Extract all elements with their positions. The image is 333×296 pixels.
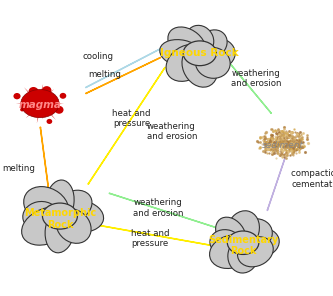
Text: weathering
and erosion: weathering and erosion: [147, 122, 197, 141]
Text: Metamorphic
Rock: Metamorphic Rock: [24, 208, 96, 230]
Polygon shape: [45, 89, 54, 97]
Ellipse shape: [55, 200, 104, 232]
Polygon shape: [37, 88, 39, 96]
Polygon shape: [49, 102, 64, 104]
Text: magma: magma: [19, 100, 61, 110]
Ellipse shape: [228, 238, 258, 273]
Text: Igneous Rock: Igneous Rock: [161, 48, 239, 58]
Ellipse shape: [183, 41, 216, 66]
Polygon shape: [40, 84, 43, 95]
Circle shape: [47, 119, 52, 124]
Ellipse shape: [195, 47, 230, 78]
Ellipse shape: [209, 235, 252, 268]
Ellipse shape: [242, 228, 279, 257]
Polygon shape: [24, 87, 34, 98]
Text: sediment: sediment: [262, 141, 304, 149]
Ellipse shape: [186, 25, 214, 54]
Ellipse shape: [198, 30, 227, 58]
Text: heat and
pressure: heat and pressure: [131, 229, 169, 248]
Ellipse shape: [24, 186, 69, 226]
Text: Sedimentary
Rock: Sedimentary Rock: [208, 235, 278, 256]
Ellipse shape: [23, 202, 59, 231]
Ellipse shape: [55, 190, 92, 222]
Ellipse shape: [160, 40, 203, 67]
Text: cooling: cooling: [83, 52, 114, 61]
Ellipse shape: [56, 209, 91, 243]
Circle shape: [13, 93, 21, 99]
Ellipse shape: [182, 46, 218, 87]
Text: weathering
and erosion: weathering and erosion: [133, 198, 183, 218]
Circle shape: [42, 86, 51, 94]
Ellipse shape: [215, 217, 246, 250]
Ellipse shape: [21, 89, 59, 118]
Ellipse shape: [168, 27, 206, 60]
Polygon shape: [26, 110, 35, 118]
Polygon shape: [47, 94, 56, 99]
Ellipse shape: [166, 44, 207, 81]
Polygon shape: [49, 105, 54, 107]
Polygon shape: [48, 100, 50, 101]
Ellipse shape: [238, 219, 272, 249]
Ellipse shape: [46, 180, 74, 224]
Circle shape: [32, 114, 36, 117]
Text: heat and
pressure: heat and pressure: [112, 109, 151, 128]
Polygon shape: [35, 94, 36, 96]
Ellipse shape: [237, 237, 273, 267]
Circle shape: [55, 106, 64, 114]
Ellipse shape: [227, 211, 259, 249]
Polygon shape: [16, 104, 31, 105]
Ellipse shape: [42, 203, 77, 229]
Polygon shape: [24, 108, 33, 113]
Ellipse shape: [227, 231, 259, 255]
Text: weathering
and erosion: weathering and erosion: [231, 69, 282, 88]
Polygon shape: [46, 109, 56, 120]
Text: compaction and
cementation: compaction and cementation: [291, 169, 333, 189]
Polygon shape: [48, 107, 52, 110]
Polygon shape: [41, 112, 43, 119]
Text: melting: melting: [89, 70, 121, 78]
Ellipse shape: [22, 207, 71, 245]
Polygon shape: [30, 106, 32, 107]
Ellipse shape: [45, 208, 75, 253]
Circle shape: [60, 93, 66, 99]
Polygon shape: [36, 111, 37, 112]
Ellipse shape: [201, 38, 235, 68]
Text: melting: melting: [2, 164, 35, 173]
Polygon shape: [44, 111, 45, 113]
Circle shape: [20, 108, 24, 111]
Polygon shape: [37, 112, 40, 123]
Polygon shape: [26, 100, 31, 102]
Ellipse shape: [210, 230, 241, 256]
Polygon shape: [28, 97, 32, 100]
Circle shape: [29, 87, 38, 96]
